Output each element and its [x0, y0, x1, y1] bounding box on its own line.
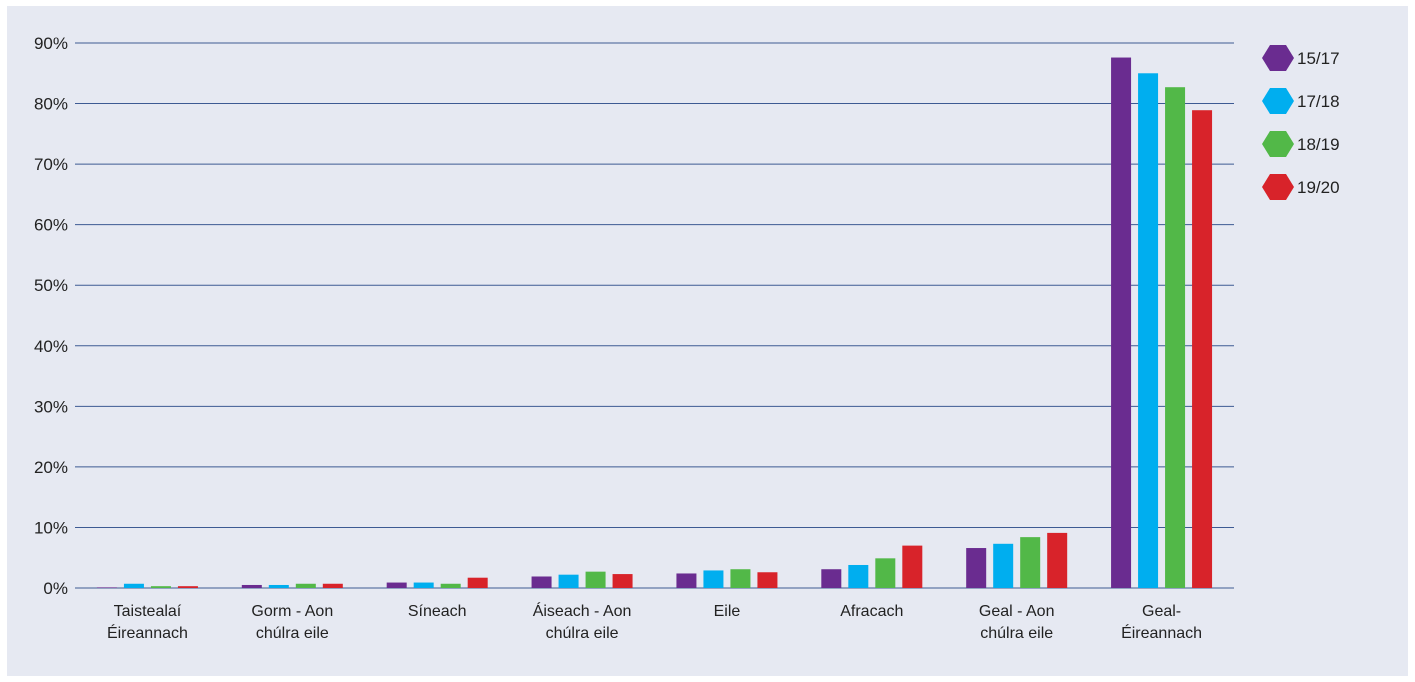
y-tick-label: 0% — [43, 579, 68, 598]
legend-label: 19/20 — [1297, 178, 1340, 197]
legend-label: 17/18 — [1297, 92, 1340, 111]
bar — [295, 583, 316, 588]
bar — [1047, 532, 1068, 588]
bar — [1111, 57, 1132, 589]
x-category-label-line: Geal- — [1142, 603, 1181, 620]
y-tick-label: 20% — [34, 458, 68, 477]
legend-swatch-icon — [1262, 45, 1294, 71]
bar — [757, 572, 778, 588]
legend-swatch-icon — [1262, 131, 1294, 157]
bar-chart: 0% 10% 20% 30% 40% 50% 60% 70% 80% 90% Taistealaí… — [34, 34, 1340, 642]
x-category-label: Afracach — [840, 603, 903, 620]
y-tick-label: 80% — [34, 95, 68, 114]
bar — [1020, 537, 1041, 588]
bars — [96, 57, 1213, 589]
legend-label: 18/19 — [1297, 135, 1340, 154]
legend-swatch-icon — [1262, 88, 1294, 114]
x-category-label-line: chúlra eile — [256, 625, 329, 642]
bar — [966, 548, 987, 588]
bar — [585, 571, 606, 588]
bar — [177, 586, 198, 588]
legend: 15/17 17/18 18/19 19/20 — [1262, 45, 1340, 200]
gridlines — [75, 42, 1234, 589]
x-category-label-line: Geal - Aon — [979, 603, 1055, 620]
bar — [1138, 73, 1159, 589]
x-category-label: Síneach — [408, 603, 467, 620]
x-category-label-line: Taistealaí — [114, 603, 182, 620]
chart-panel: 0% 10% 20% 30% 40% 50% 60% 70% 80% 90% Taistealaí… — [7, 6, 1408, 676]
x-category-label-line: Eile — [714, 603, 741, 620]
bar — [440, 583, 461, 588]
x-category-label: Gorm - Aon chúlra eile — [251, 603, 333, 642]
bar — [1192, 110, 1213, 588]
x-category-label: Taistealaí Éireannach — [107, 603, 188, 642]
bar — [993, 543, 1014, 588]
x-category-label-line: Gorm - Aon — [251, 603, 333, 620]
x-category-label-line: Afracach — [840, 603, 903, 620]
bar — [268, 584, 289, 588]
x-category-label-line: chúlra eile — [980, 625, 1053, 642]
bar — [467, 577, 488, 588]
legend-swatch-icon — [1262, 174, 1294, 200]
bar — [676, 573, 697, 588]
x-category-label-line: Éireannach — [1121, 623, 1202, 642]
x-category-label-line: Éireannach — [107, 623, 188, 642]
bar — [902, 545, 923, 588]
bar — [875, 558, 896, 588]
bar — [322, 583, 343, 588]
x-category-label: Áiseach - Aon chúlra eile — [533, 601, 632, 642]
bar — [96, 587, 117, 588]
bar — [558, 574, 579, 588]
bar — [730, 569, 751, 588]
y-tick-label: 10% — [34, 518, 68, 537]
x-category-label: Geal- Éireannach — [1121, 603, 1202, 642]
bar — [150, 586, 171, 588]
y-tick-label: 70% — [34, 155, 68, 174]
x-category-label-line: Síneach — [408, 603, 467, 620]
y-tick-label: 30% — [34, 397, 68, 416]
x-category-label-line: chúlra eile — [546, 625, 619, 642]
x-axis-labels: Taistealaí Éireannach Gorm - Aon chúlra eil… — [107, 601, 1202, 642]
bar — [386, 582, 407, 588]
y-tick-label: 90% — [34, 34, 68, 53]
y-tick-label: 50% — [34, 276, 68, 295]
bar — [612, 574, 633, 588]
x-category-label: Geal - Aon chúlra eile — [979, 603, 1055, 642]
x-category-label-line: Áiseach - Aon — [533, 601, 632, 620]
bar — [531, 576, 552, 588]
bar — [703, 570, 724, 588]
bar — [241, 584, 262, 588]
legend-label: 15/17 — [1297, 49, 1340, 68]
bar — [848, 564, 869, 588]
bar — [413, 582, 434, 588]
y-axis-ticks: 0% 10% 20% 30% 40% 50% 60% 70% 80% 90% — [34, 34, 68, 598]
x-category-label: Eile — [714, 603, 741, 620]
y-tick-label: 40% — [34, 337, 68, 356]
bar — [123, 583, 144, 588]
bar — [1165, 87, 1186, 588]
bar — [821, 569, 842, 588]
y-tick-label: 60% — [34, 216, 68, 235]
